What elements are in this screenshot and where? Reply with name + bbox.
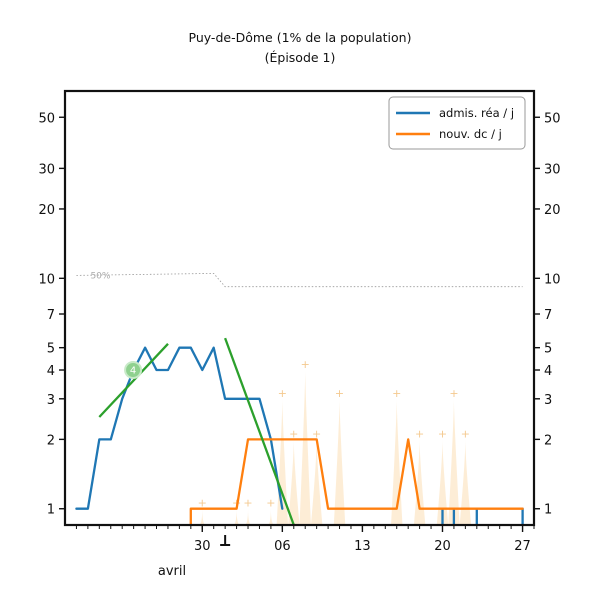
x-tick-label-13: 13 — [354, 539, 371, 554]
y-tick-label-left-30: 30 — [38, 162, 55, 177]
death-bar-7 — [310, 439, 323, 525]
y-tick-label-right-3: 3 — [544, 393, 552, 408]
death-bar-2 — [242, 508, 254, 526]
death-bar-cross-2: + — [243, 497, 252, 510]
death-bar-cross-5: + — [289, 427, 298, 440]
death-bar-3 — [265, 508, 277, 526]
chart-title: Puy-de-Dôme (1% de la population) — [189, 30, 412, 45]
death-bar-0 — [196, 508, 208, 526]
y-tick-label-left-1: 1 — [47, 503, 55, 518]
chart-subtitle: (Épisode 1) — [265, 50, 336, 65]
x-tick-label-30: 30 — [194, 539, 211, 554]
y-tick-label-right-4: 4 — [544, 364, 552, 379]
legend: admis. réa / j nouv. dc / j — [388, 96, 526, 150]
x-tick-label-06: 06 — [274, 539, 291, 554]
marker-label: 4 — [130, 366, 136, 377]
y-tick-label-left-2: 2 — [47, 433, 55, 448]
y-tick-label-right-1: 1 — [544, 503, 552, 518]
plot-frame — [63, 89, 536, 527]
reference-line — [76, 272, 523, 288]
trend-line-1 — [224, 337, 295, 526]
y-tick-label-right-50: 50 — [544, 111, 561, 126]
y-axis: 1 1 2 2 3 3 4 4 5 5 7 7 10 10 20 20 30 30 50 50 — [38, 111, 560, 517]
y-tick-label-right-7: 7 — [544, 308, 552, 323]
y-tick-label-left-5: 5 — [47, 342, 55, 357]
marker-circle — [124, 361, 143, 380]
marker-group: 4 — [124, 361, 143, 380]
death-bar-10 — [413, 439, 426, 525]
death-bar-cross-3: + — [266, 497, 275, 510]
death-bar-13 — [459, 439, 472, 525]
death-bar-6 — [299, 370, 311, 525]
y-tick-label-right-5: 5 — [544, 342, 552, 357]
reference-line-group: 50% — [76, 271, 523, 288]
y-tick-label-right-30: 30 — [544, 162, 561, 177]
death-bar-cross-11: + — [438, 427, 447, 440]
death-bar-12 — [448, 398, 460, 525]
death-bar-8 — [333, 398, 346, 525]
y-tick-label-left-10: 10 — [38, 272, 55, 287]
y-tick-label-left-3: 3 — [47, 393, 55, 408]
death-bar-cross-4: + — [278, 387, 287, 400]
death-bar-cross-6: + — [301, 358, 310, 371]
y-tick-label-right-20: 20 — [544, 203, 561, 218]
month-label: avril — [158, 564, 186, 579]
series-1-line-0 — [189, 438, 524, 527]
y-tick-label-left-4: 4 — [47, 364, 55, 379]
death-bar-cross-7: + — [312, 427, 321, 440]
y-tick-label-left-50: 50 — [38, 111, 55, 126]
y-tick-label-right-2: 2 — [544, 433, 552, 448]
reference-label: 50% — [90, 271, 110, 281]
trend-lines-group — [98, 337, 295, 526]
death-bar-cross-8: + — [335, 387, 344, 400]
death-bar-cross-9: + — [392, 387, 401, 400]
x-tick-label-20: 20 — [434, 539, 451, 554]
y-tick-label-right-10: 10 — [544, 272, 561, 287]
death-bar-cross-10: + — [415, 427, 424, 440]
x-axis: 30 06 13 20 27 — [75, 525, 535, 554]
y-tick-label-left-20: 20 — [38, 203, 55, 218]
death-bar-1 — [230, 508, 243, 526]
legend-box — [388, 96, 526, 150]
death-bar-cross-0: + — [198, 497, 207, 510]
death-bar-cross-13: + — [461, 427, 470, 440]
legend-label-admissions: admis. réa / j — [439, 106, 514, 120]
legend-label-deaths: nouv. dc / j — [439, 127, 502, 141]
death-bar-11 — [436, 439, 449, 525]
death-bar-5 — [288, 439, 300, 525]
trend-line-0 — [98, 343, 169, 418]
series-0-line-0 — [75, 346, 284, 510]
y-tick-label-left-7: 7 — [47, 308, 55, 323]
x-tick-label-27: 27 — [514, 539, 531, 554]
death-bar-cross-12: + — [449, 387, 458, 400]
